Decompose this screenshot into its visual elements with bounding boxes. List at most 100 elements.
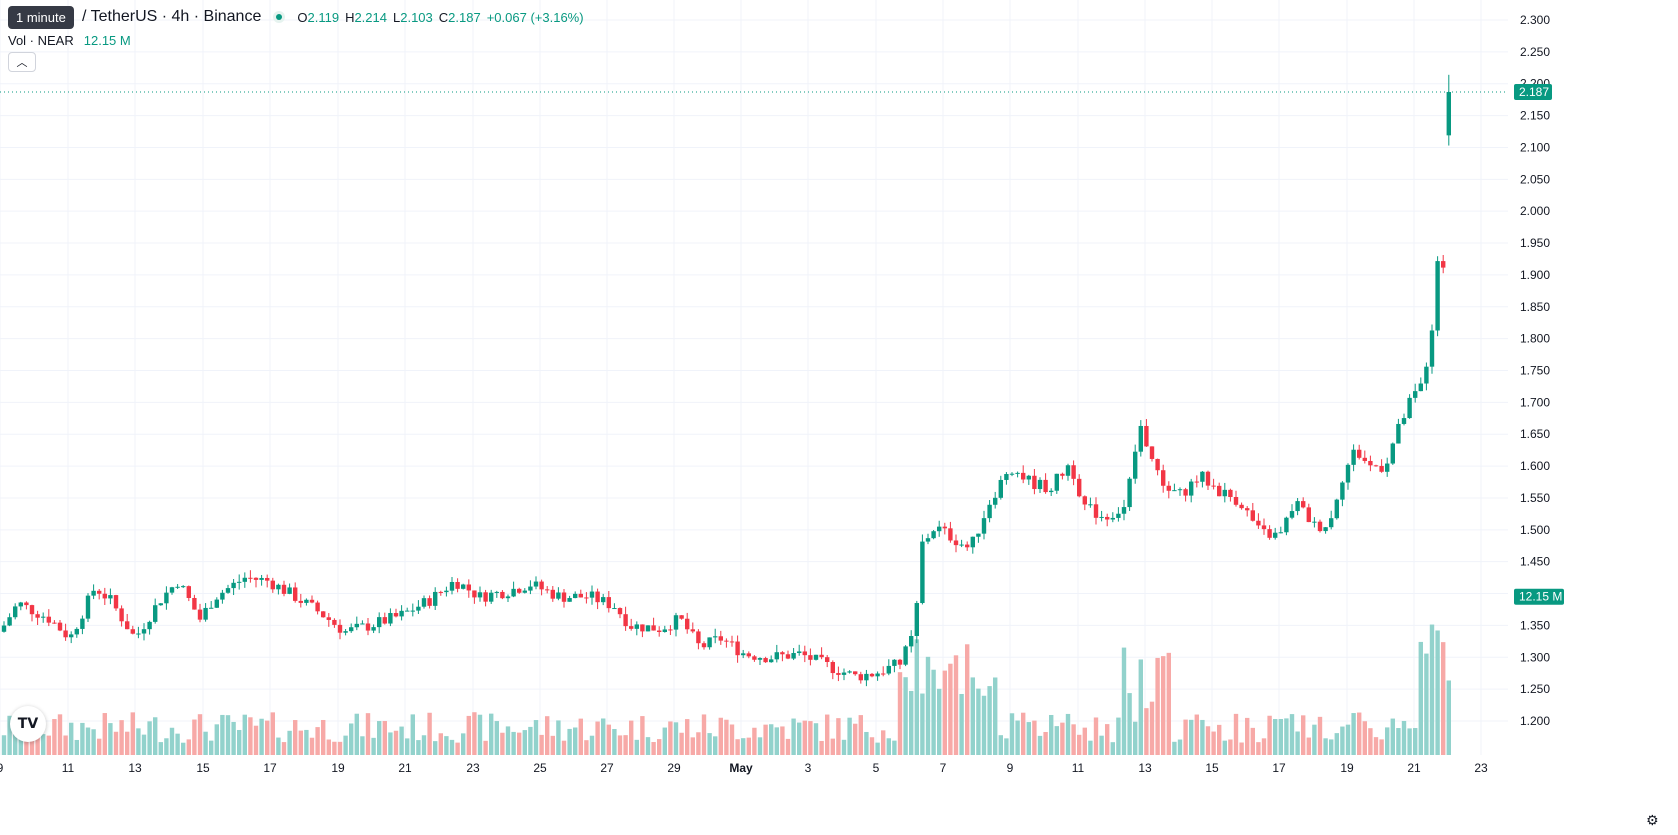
candle[interactable] bbox=[69, 631, 74, 644]
candle[interactable] bbox=[24, 601, 29, 610]
candle[interactable] bbox=[1441, 255, 1446, 274]
candle[interactable] bbox=[472, 590, 477, 604]
candle[interactable] bbox=[130, 625, 135, 635]
candle[interactable] bbox=[1026, 474, 1031, 485]
candle[interactable] bbox=[1261, 518, 1267, 535]
candle[interactable] bbox=[1289, 504, 1295, 520]
candle[interactable] bbox=[629, 618, 634, 631]
candle[interactable] bbox=[920, 534, 925, 605]
candle[interactable] bbox=[612, 603, 617, 610]
candle[interactable] bbox=[500, 590, 505, 600]
candle[interactable] bbox=[673, 612, 679, 637]
candle[interactable] bbox=[1256, 513, 1261, 529]
candle[interactable] bbox=[1110, 512, 1115, 523]
candle[interactable] bbox=[1217, 482, 1222, 497]
candle[interactable] bbox=[1351, 444, 1356, 472]
candle[interactable] bbox=[1228, 488, 1233, 502]
candle[interactable] bbox=[214, 597, 219, 608]
candle[interactable] bbox=[1301, 497, 1306, 509]
candle[interactable] bbox=[1049, 488, 1054, 497]
market-status-icon[interactable] bbox=[273, 11, 286, 23]
candle[interactable] bbox=[802, 645, 807, 663]
candle[interactable] bbox=[41, 612, 46, 623]
candle[interactable] bbox=[1088, 497, 1093, 508]
candle[interactable] bbox=[640, 624, 645, 638]
candle[interactable] bbox=[752, 655, 757, 662]
candle[interactable] bbox=[903, 645, 908, 667]
candle[interactable] bbox=[841, 668, 847, 681]
candle[interactable] bbox=[1161, 464, 1166, 493]
candle[interactable] bbox=[181, 585, 186, 589]
candle[interactable] bbox=[522, 588, 527, 594]
candle[interactable] bbox=[29, 604, 35, 622]
candle[interactable] bbox=[813, 654, 819, 661]
candle[interactable] bbox=[925, 533, 931, 545]
candle[interactable] bbox=[1329, 510, 1334, 530]
candle[interactable] bbox=[265, 574, 270, 588]
candle[interactable] bbox=[337, 619, 343, 640]
candle[interactable] bbox=[741, 649, 746, 659]
candle[interactable] bbox=[326, 613, 331, 627]
candle[interactable] bbox=[449, 576, 455, 595]
candle[interactable] bbox=[315, 600, 320, 615]
candle[interactable] bbox=[253, 577, 259, 588]
candle[interactable] bbox=[91, 584, 96, 600]
candle[interactable] bbox=[1323, 527, 1328, 534]
candle[interactable] bbox=[309, 595, 315, 604]
candle[interactable] bbox=[147, 620, 152, 635]
candle[interactable] bbox=[410, 603, 415, 617]
candle[interactable] bbox=[533, 576, 539, 590]
candle[interactable] bbox=[729, 635, 735, 647]
candle[interactable] bbox=[393, 608, 399, 618]
candle[interactable] bbox=[1385, 457, 1390, 477]
candle[interactable] bbox=[461, 583, 466, 590]
candle[interactable] bbox=[1396, 418, 1401, 444]
candle[interactable] bbox=[780, 651, 785, 662]
candle[interactable] bbox=[388, 608, 393, 627]
candle[interactable] bbox=[293, 582, 298, 603]
candle[interactable] bbox=[713, 628, 718, 644]
candle[interactable] bbox=[1121, 499, 1127, 521]
candle[interactable] bbox=[1401, 413, 1407, 426]
candle[interactable] bbox=[1032, 469, 1037, 495]
candle[interactable] bbox=[1245, 506, 1250, 517]
candle[interactable] bbox=[556, 587, 561, 601]
candle[interactable] bbox=[724, 638, 729, 648]
candle[interactable] bbox=[993, 491, 998, 509]
candle[interactable] bbox=[169, 586, 175, 595]
time-axis[interactable]: 9 11 13 15 17 19 21 23 25 27 29 May 3 5 7 9 11 13 15 17 19 21… bbox=[0, 761, 1488, 775]
candle[interactable] bbox=[287, 583, 292, 595]
candle[interactable] bbox=[662, 625, 667, 633]
candle[interactable] bbox=[511, 581, 516, 598]
candle[interactable] bbox=[349, 623, 354, 633]
candle[interactable] bbox=[567, 595, 572, 602]
candle[interactable] bbox=[438, 590, 443, 596]
candle[interactable] bbox=[354, 616, 359, 631]
candle[interactable] bbox=[1093, 497, 1099, 525]
candle[interactable] bbox=[981, 510, 987, 540]
candle[interactable] bbox=[864, 669, 869, 687]
candle[interactable] bbox=[276, 583, 281, 595]
candle[interactable] bbox=[1099, 510, 1104, 522]
candle[interactable] bbox=[1071, 460, 1076, 486]
candle[interactable] bbox=[914, 600, 919, 644]
candle[interactable] bbox=[304, 598, 309, 606]
candle[interactable] bbox=[1, 621, 7, 633]
candle[interactable] bbox=[46, 609, 51, 627]
price-axis[interactable]: 2.3002.2502.2002.1502.1002.0502.0001.950… bbox=[1520, 13, 1550, 728]
candle[interactable] bbox=[1317, 519, 1323, 533]
candle[interactable] bbox=[1021, 465, 1026, 484]
candle[interactable] bbox=[1446, 74, 1451, 146]
candle[interactable] bbox=[561, 589, 567, 608]
candle[interactable] bbox=[825, 655, 830, 668]
candle[interactable] bbox=[886, 659, 891, 676]
candle[interactable] bbox=[153, 598, 158, 624]
candle[interactable] bbox=[1133, 444, 1138, 484]
candle[interactable] bbox=[259, 574, 264, 586]
candle[interactable] bbox=[225, 584, 231, 594]
candle[interactable] bbox=[455, 578, 460, 593]
candle[interactable] bbox=[477, 586, 483, 602]
candle[interactable] bbox=[1200, 471, 1205, 488]
candle[interactable] bbox=[186, 585, 191, 602]
